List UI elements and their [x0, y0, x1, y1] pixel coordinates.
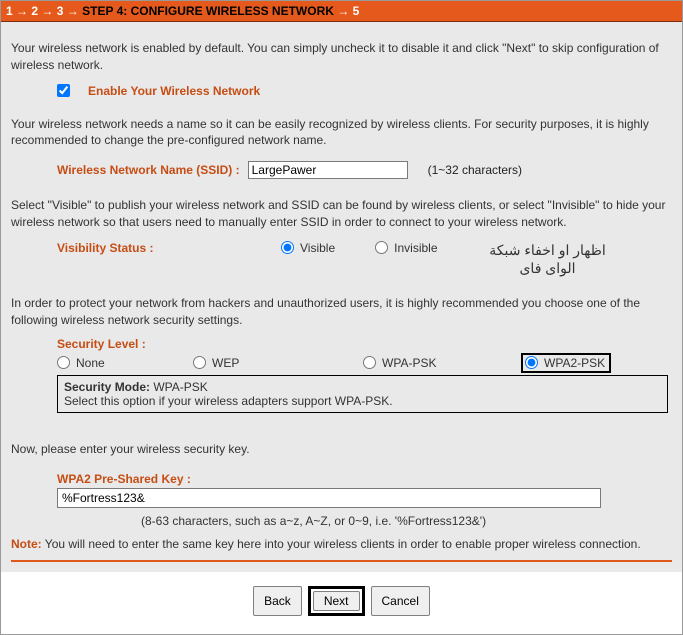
enable-wireless-label: Enable Your Wireless Network	[88, 84, 260, 98]
note-prefix: Note:	[11, 537, 42, 551]
security-level-label: Security Level :	[57, 337, 672, 351]
enable-wireless-checkbox[interactable]	[57, 84, 70, 97]
intro-text: Your wireless network is enabled by defa…	[11, 40, 672, 74]
arabic-annotation: اظهار او اخفاء شبكة الواى فاى	[478, 241, 618, 277]
security-mode-desc: Select this option if your wireless adap…	[64, 394, 393, 408]
wpa2-key-label: WPA2 Pre-Shared Key :	[57, 472, 672, 486]
security-desc: In order to protect your network from ha…	[11, 295, 672, 329]
security-none-radio[interactable]	[57, 356, 70, 369]
breadcrumb: 1 → 2 → 3 → STEP 4: CONFIGURE WIRELESS N…	[1, 1, 682, 22]
key-prompt: Now, please enter your wireless security…	[11, 441, 672, 458]
ssid-desc: Your wireless network needs a name so it…	[11, 116, 672, 150]
security-mode-value: WPA-PSK	[153, 380, 207, 394]
ssid-label: Wireless Network Name (SSID) :	[57, 163, 240, 177]
back-button[interactable]: Back	[253, 586, 302, 616]
security-wpa2-radio[interactable]	[525, 356, 538, 369]
divider	[11, 560, 672, 562]
next-button[interactable]: Next	[313, 591, 360, 611]
security-wep-option[interactable]: WEP	[193, 356, 363, 370]
bc-step-2[interactable]: 2	[31, 4, 38, 18]
security-mode-box: Security Mode: WPA-PSK Select this optio…	[57, 375, 668, 413]
bc-step-1[interactable]: 1	[6, 4, 13, 18]
bc-step-4: STEP 4: CONFIGURE WIRELESS NETWORK	[82, 4, 334, 18]
cancel-button[interactable]: Cancel	[371, 586, 430, 616]
bc-step-5[interactable]: 5	[353, 4, 360, 18]
visibility-visible-radio[interactable]	[281, 241, 294, 254]
visibility-visible-option[interactable]: Visible	[281, 241, 335, 255]
security-none-option[interactable]: None	[57, 356, 193, 370]
security-mode-label: Security Mode:	[64, 380, 150, 394]
security-wpa-option[interactable]: WPA-PSK	[363, 356, 521, 370]
security-wpa-radio[interactable]	[363, 356, 376, 369]
visibility-label: Visibility Status :	[57, 241, 153, 255]
bc-step-3[interactable]: 3	[57, 4, 64, 18]
security-wep-radio[interactable]	[193, 356, 206, 369]
ssid-hint: (1~32 characters)	[428, 163, 522, 177]
wpa2-key-input[interactable]	[57, 488, 601, 508]
note-text: You will need to enter the same key here…	[42, 537, 641, 551]
security-wpa2-option[interactable]: WPA2-PSK	[521, 353, 611, 373]
visibility-desc: Select "Visible" to publish your wireles…	[11, 197, 672, 231]
key-hint: (8-63 characters, such as a~z, A~Z, or 0…	[141, 514, 672, 528]
visibility-invisible-option[interactable]: Invisible	[375, 241, 437, 255]
visibility-invisible-radio[interactable]	[375, 241, 388, 254]
ssid-input[interactable]	[248, 161, 408, 179]
